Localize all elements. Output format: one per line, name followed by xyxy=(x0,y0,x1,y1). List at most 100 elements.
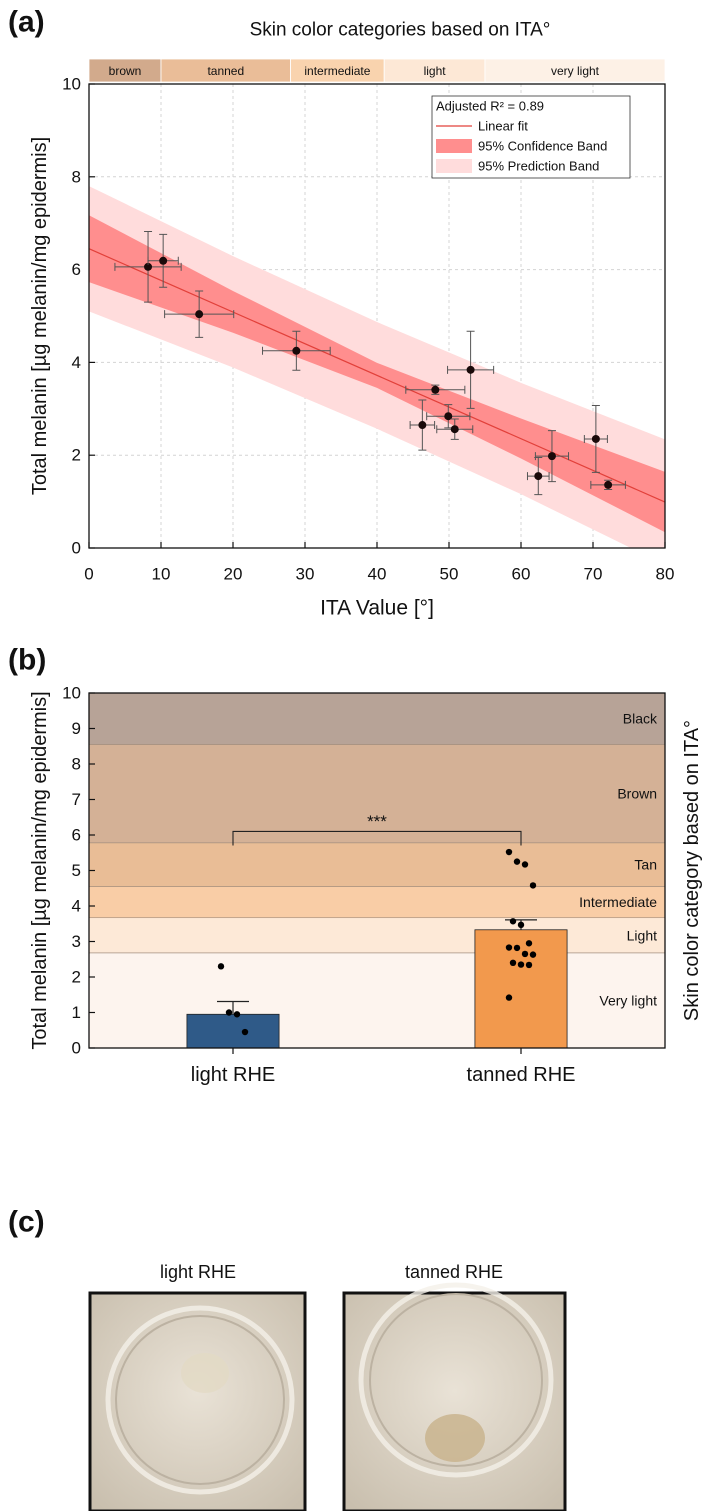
panel-label: (a) xyxy=(8,6,45,39)
y-tick-label: 5 xyxy=(72,861,81,880)
significance-label: *** xyxy=(367,812,387,831)
y-axis-label: Total melanin [µg melanin/mg epidermis] xyxy=(29,137,51,495)
photo-label: tanned RHE xyxy=(405,1262,503,1282)
data-point xyxy=(529,882,537,889)
y-tick-label: 2 xyxy=(72,446,81,465)
data-point xyxy=(525,961,533,969)
y-tick-label: 6 xyxy=(72,260,81,279)
category-label: Brown xyxy=(617,786,657,802)
x-tick-label: 70 xyxy=(584,565,603,584)
data-point xyxy=(591,434,600,443)
x-tick-label: tanned RHE xyxy=(467,1064,576,1086)
category-band xyxy=(484,58,666,83)
x-tick-label: light RHE xyxy=(191,1064,275,1086)
data-point xyxy=(521,950,529,958)
data-point xyxy=(517,921,525,929)
y2-axis-label: Skin color category based on ITA° xyxy=(681,720,703,1021)
data-point xyxy=(466,365,475,374)
photo xyxy=(88,1291,307,1511)
confidence-band xyxy=(89,215,665,533)
data-point xyxy=(195,310,204,319)
legend-label: 95% Confidence Band xyxy=(478,139,607,154)
data-point xyxy=(521,861,529,868)
x-tick-label: 50 xyxy=(440,565,459,584)
y-tick-label: 6 xyxy=(72,826,81,845)
chart-title: Skin color categories based on ITA° xyxy=(250,20,551,41)
panel-label: (b) xyxy=(8,644,46,677)
plot-frame xyxy=(88,692,666,1049)
category-label: intermediate xyxy=(304,64,370,78)
category-label: Black xyxy=(623,711,658,727)
photo xyxy=(342,1282,567,1511)
data-point xyxy=(534,472,543,481)
data-point xyxy=(444,412,453,421)
x-tick-label: 30 xyxy=(296,565,315,584)
x-tick-label: 20 xyxy=(224,565,243,584)
data-point xyxy=(505,848,513,856)
category-band xyxy=(88,692,666,745)
category-label: Light xyxy=(627,927,657,943)
x-tick-label: 10 xyxy=(152,565,171,584)
y-tick-label: 1 xyxy=(72,1003,81,1022)
data-point xyxy=(431,385,440,394)
y-tick-label: 4 xyxy=(72,353,81,372)
x-tick-label: 40 xyxy=(368,565,387,584)
error-bar xyxy=(217,1000,249,1015)
y-tick-label: 10 xyxy=(62,75,81,94)
data-point xyxy=(217,963,225,970)
category-label: very light xyxy=(551,64,600,78)
data-point xyxy=(233,1011,241,1018)
data-point xyxy=(513,944,521,952)
data-point xyxy=(505,944,513,951)
data-point xyxy=(144,262,153,271)
data-point xyxy=(604,480,613,489)
data-point xyxy=(547,452,556,461)
category-band xyxy=(88,917,666,954)
x-tick-label: 80 xyxy=(656,565,675,584)
data-point xyxy=(159,256,168,265)
data-point xyxy=(529,951,537,958)
x-axis-label: ITA Value [°] xyxy=(320,597,434,620)
significance-bracket xyxy=(232,830,522,846)
y-tick-label: 9 xyxy=(72,719,81,738)
y-tick-label: 3 xyxy=(72,932,81,951)
category-label: tanned xyxy=(207,64,244,78)
data-point xyxy=(450,425,459,434)
data-point xyxy=(241,1028,249,1036)
data-point xyxy=(517,961,525,968)
data-point xyxy=(292,346,301,355)
y-tick-label: 0 xyxy=(72,1039,81,1058)
data-point xyxy=(225,1009,233,1016)
bar xyxy=(186,1013,280,1049)
y-tick-label: 10 xyxy=(62,684,81,703)
category-band xyxy=(88,744,666,844)
y-axis-label: Total melanin [µg melanin/mg epidermis] xyxy=(29,691,51,1049)
legend-swatch xyxy=(436,139,472,153)
plot-frame xyxy=(88,83,666,549)
category-label: Tan xyxy=(634,857,657,873)
y-tick-label: 8 xyxy=(72,167,81,186)
y-tick-label: 4 xyxy=(72,897,81,916)
legend-annotation: Adjusted R² = 0.89 xyxy=(436,99,544,114)
legend-label: Linear fit xyxy=(478,119,528,134)
category-label: Intermediate xyxy=(579,894,657,910)
category-label: Very light xyxy=(599,992,657,1008)
y-tick-label: 2 xyxy=(72,968,81,987)
category-band xyxy=(88,952,666,1049)
legend-swatch xyxy=(436,159,472,173)
bar xyxy=(474,929,568,1049)
category-band xyxy=(88,842,666,887)
legend-label: 95% Prediction Band xyxy=(478,159,599,174)
category-label: brown xyxy=(109,64,142,78)
photo-label: light RHE xyxy=(160,1262,236,1282)
y-tick-label: 8 xyxy=(72,755,81,774)
data-point xyxy=(509,918,517,925)
y-tick-label: 0 xyxy=(72,539,81,558)
data-point xyxy=(509,959,517,966)
y-tick-label: 7 xyxy=(72,790,81,809)
data-point xyxy=(418,421,427,430)
panel-label: (c) xyxy=(8,1206,45,1239)
x-tick-label: 0 xyxy=(84,565,93,584)
